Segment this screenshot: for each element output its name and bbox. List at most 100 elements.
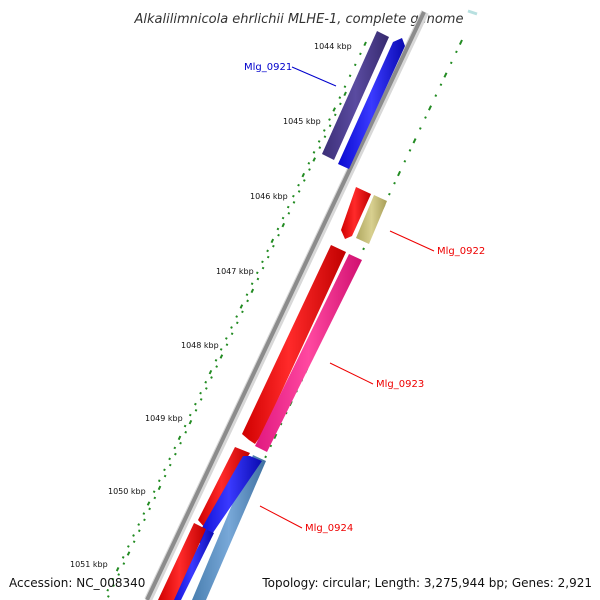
track-dot <box>132 540 136 544</box>
track-dot <box>188 419 193 425</box>
track-dot <box>292 194 295 198</box>
track-dot <box>163 468 166 472</box>
track-dot <box>250 288 255 294</box>
gene-mlg-0921[interactable] <box>322 31 405 169</box>
track-dot <box>219 348 223 351</box>
track-dash <box>455 50 458 54</box>
track-dot <box>225 337 228 340</box>
gene-label[interactable]: Mlg_0924 <box>305 523 353 534</box>
track-dash <box>424 116 427 119</box>
track-dot <box>208 369 213 375</box>
kbp-axis: 1044 kbp 1045 kbp 1046 kbp 1047 kbp 1048… <box>70 42 352 569</box>
track-dot <box>210 376 213 379</box>
tick-label: 1045 kbp <box>283 117 321 126</box>
track-dot <box>281 222 286 228</box>
track-dot <box>343 85 347 89</box>
gene-label[interactable]: Mlg_0921 <box>244 62 292 73</box>
track-dot <box>339 102 342 106</box>
track-dot <box>205 387 208 390</box>
track-dot <box>148 507 151 511</box>
track-dot <box>215 365 218 368</box>
track-dash <box>418 127 422 130</box>
track-dot <box>318 146 322 149</box>
track-dot <box>287 211 291 215</box>
track-dot <box>363 41 367 47</box>
arc-fragment <box>467 9 478 16</box>
tick-label: 1044 kbp <box>314 42 352 51</box>
callout-mlg-0923[interactable]: Mlg_0923 <box>329 362 424 390</box>
track-dot <box>235 315 238 318</box>
track-dot <box>308 168 311 171</box>
track-dot <box>241 310 244 314</box>
track-dot <box>183 424 187 428</box>
track-dot <box>137 523 141 526</box>
track-dash <box>269 444 273 448</box>
track-dash <box>449 61 453 65</box>
track-dot <box>177 435 182 441</box>
track-dot <box>353 63 357 67</box>
gene-mlg-0922[interactable] <box>341 187 387 244</box>
track-dot <box>146 501 151 506</box>
track-dash <box>458 39 463 45</box>
track-dot <box>106 588 110 592</box>
track-dot <box>281 216 285 220</box>
track-dot <box>112 584 115 587</box>
rna-feature <box>356 195 387 244</box>
callout-line <box>329 362 374 385</box>
track-dot <box>163 474 167 478</box>
track-dash <box>279 422 283 426</box>
track-dot <box>328 124 332 128</box>
track-dot <box>328 118 331 121</box>
reverse-cds-arrow <box>242 245 346 444</box>
gene-label[interactable]: Mlg_0922 <box>437 246 485 257</box>
track-dot <box>323 135 327 139</box>
track-dot <box>142 512 146 515</box>
callout-mlg-0924[interactable]: Mlg_0924 <box>259 505 353 534</box>
reverse-cds-arrow <box>158 523 206 600</box>
track-dot <box>143 518 146 522</box>
track-dot <box>261 266 265 270</box>
track-dot <box>132 534 135 537</box>
track-dot <box>239 304 244 309</box>
callout-mlg-0921[interactable]: Mlg_0921 <box>244 62 337 87</box>
track-dot <box>179 441 182 445</box>
track-dot <box>204 380 208 384</box>
track-dot <box>121 556 125 559</box>
track-dot <box>301 172 306 178</box>
track-dot <box>266 255 270 259</box>
callout-mlg-0922[interactable]: Mlg_0922 <box>389 230 485 257</box>
track-dot <box>230 332 234 336</box>
track-dot <box>173 446 177 450</box>
track-dot <box>230 326 233 329</box>
genome-info-label: Topology: circular; Length: 3,275,944 bp… <box>262 576 592 590</box>
track-dot <box>348 74 352 78</box>
track-dot <box>256 277 260 281</box>
gene-mlg-0924[interactable] <box>158 447 266 600</box>
track-dot <box>276 227 280 231</box>
map-title: Alkalilimnicola ehrlichii MLHE-1, comple… <box>134 12 464 27</box>
track-dot <box>127 545 130 548</box>
track-dash <box>412 138 417 144</box>
track-dot <box>286 205 290 209</box>
track-dot <box>194 409 198 412</box>
track-dot <box>153 496 157 500</box>
track-dash <box>443 72 448 78</box>
track-dot <box>199 391 202 395</box>
gene-label[interactable]: Mlg_0923 <box>376 379 424 390</box>
tick-label: 1051 kbp <box>70 560 108 569</box>
track-dot <box>338 96 342 99</box>
callout-line <box>389 230 435 252</box>
track-dash <box>403 159 407 163</box>
track-dot <box>255 271 259 275</box>
track-dot <box>117 573 121 576</box>
track-dot <box>297 190 301 193</box>
gene-mlg-0923[interactable] <box>242 245 362 452</box>
track-dot <box>246 299 249 303</box>
track-dot <box>194 402 197 406</box>
track-dash <box>439 83 443 87</box>
forward-cds-arrow <box>196 456 262 545</box>
track-dot <box>317 140 321 143</box>
tick-label: 1050 kbp <box>108 487 146 496</box>
